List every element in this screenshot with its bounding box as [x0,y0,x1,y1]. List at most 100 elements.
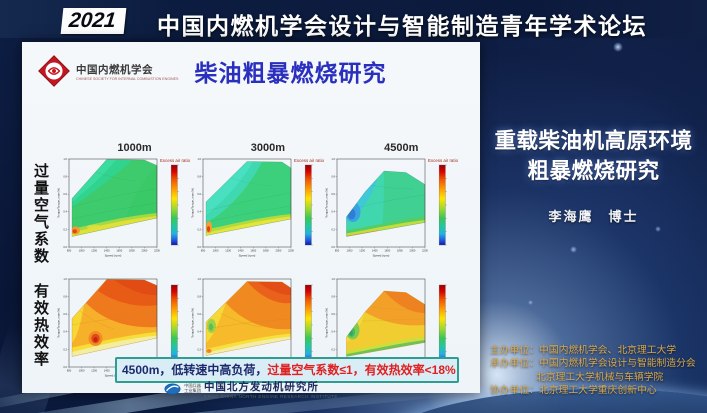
colorbar-gradient [438,164,447,246]
svg-text:1400: 1400 [372,248,378,252]
svg-text:1400: 1400 [104,368,110,372]
organizer-list: 主办单位：中国内燃机学会、北京理工大学 承办单位：中国内燃机学会设计与智能制造分… [490,344,696,398]
glow-dot-decor [655,226,661,232]
contour-plot-ear-1000m: 800 1000 1200 1400 1600 1800 2000 2200 0.0 0.2 0.4… [57,157,161,257]
conclusion-condition: 4500m，低转速中高负荷， [122,363,268,377]
spacer [54,142,80,154]
svg-text:2000: 2000 [142,248,148,252]
svg-text:0.4: 0.4 [197,330,201,334]
svg-text:1200: 1200 [91,248,97,252]
organizer-line: 北京理工大学机械与车辆学院 [536,371,664,383]
svg-text:1000: 1000 [347,248,353,252]
svg-text:0.0: 0.0 [63,245,67,249]
forum-banner: 2021 中国内燃机学会设计与智能制造青年学术论坛 [0,0,707,39]
organizer-line: 主办单位：中国内燃机学会、北京理工大学 [490,345,677,356]
colorbar-ear-3: Excess air ratio [428,155,458,246]
svg-text:0.2: 0.2 [331,227,335,231]
svg-text:0.6: 0.6 [197,192,201,196]
thermal-efficiency-row: 有效热效率 [28,275,480,381]
svg-text:0.2: 0.2 [331,347,335,351]
glow-dot-decor [528,300,533,305]
svg-text:0.4: 0.4 [331,330,335,334]
svg-text:Torque/Torque_max (%): Torque/Torque_max (%) [57,308,61,338]
group-mini-text: 中国兵器 工业集团 [184,383,201,393]
colorbar-bte-2 [298,275,320,366]
svg-text:Speed (rpm): Speed (rpm) [105,253,122,257]
column-title-3000m: 3000m [250,142,286,154]
year-badge: 2021 [60,8,127,34]
svg-text:1000: 1000 [79,368,85,372]
svg-text:1800: 1800 [263,248,269,252]
svg-text:0.4: 0.4 [331,210,335,214]
colorbar-label: Excess air ratio [160,158,191,163]
svg-text:0.2: 0.2 [197,347,201,351]
forum-title: 中国内燃机学会设计与智能制造青年学术论坛 [157,13,647,39]
talk-title: 重载柴油机高原环境 粗暴燃烧研究 [480,126,707,186]
row-label-excess-air-ratio: 过量空气系数 [32,163,49,265]
contour-plot-ear-3000m: 800 1000 1200 1400 1600 1800 2000 2200 0.0 0.2 0.4… [191,157,295,257]
slide-footer: 中国兵器 工业集团 中国北方发动机研究所 CNGC CHINA NORTH EN… [22,379,480,399]
colorbar-ear-2: Excess air ratio [294,155,324,246]
society-brand: 中国内燃机学会 CHINESE SOCIETY FOR INTERNAL COM… [36,53,178,89]
svg-text:0.2: 0.2 [63,347,67,351]
svg-text:2200: 2200 [154,248,160,252]
svg-text:Speed (rpm): Speed (rpm) [373,253,390,257]
svg-text:0.2: 0.2 [197,227,201,231]
svg-text:1600: 1600 [384,248,390,252]
glow-dot-decor [570,246,577,253]
svg-text:1800: 1800 [397,248,403,252]
svg-text:1400: 1400 [104,248,110,252]
svg-text:0.6: 0.6 [63,312,67,316]
glow-dot-decor [613,42,623,52]
svg-text:Torque/Torque_max (%): Torque/Torque_max (%) [191,188,195,218]
svg-text:1600: 1600 [116,248,122,252]
svg-text:0.4: 0.4 [63,330,67,334]
right-panel: 重载柴油机高原环境 粗暴燃烧研究 李海鹰 博士 主办单位：中国内燃机学会、北京理… [480,38,707,413]
contour-plot-bte-1000m: 80010001200140016001800200022000.00.20.4… [57,277,161,377]
row-label-thermal-efficiency: 有效热效率 [32,283,49,368]
svg-text:1.0: 1.0 [331,157,335,161]
institute-name-en: CNGC CHINA NORTH ENGINE RESEARCH INSTITU… [203,394,338,399]
svg-text:0.2: 0.2 [63,227,67,231]
slide-header: 中国内燃机学会 CHINESE SOCIETY FOR INTERNAL COM… [22,48,480,94]
svg-text:800: 800 [201,248,206,252]
colorbar-bte-3 [432,275,454,366]
presenter-name: 李海鹰 博士 [548,209,639,224]
institute-name-cn: 中国北方发动机研究所 [203,381,319,393]
svg-text:800: 800 [67,368,72,372]
svg-text:1000: 1000 [79,248,85,252]
contour-plot-bte-4500m: 80010001200140016001800200022000.00.20.4… [325,277,429,377]
svg-text:0.8: 0.8 [63,175,67,179]
svg-text:0.8: 0.8 [63,295,67,299]
excess-air-ratio-row: 过量空气系数 [28,155,480,265]
conclusion-box: 4500m，低转速中高负荷，过量空气系数≤1，有效热效率<18% [115,357,459,383]
svg-text:1.0: 1.0 [197,157,201,161]
svg-text:2200: 2200 [288,248,294,252]
colorbar-gradient [304,164,313,246]
presentation-slide: 中国内燃机学会 CHINESE SOCIETY FOR INTERNAL COM… [22,42,480,399]
svg-text:1400: 1400 [238,248,244,252]
csice-logo-icon [38,55,70,87]
globe-icon [164,383,181,395]
svg-text:Torque/Torque_max (%): Torque/Torque_max (%) [191,308,195,338]
svg-text:1.0: 1.0 [197,277,201,281]
svg-text:0.8: 0.8 [331,295,335,299]
svg-text:2000: 2000 [410,248,416,252]
svg-text:1.0: 1.0 [63,157,67,161]
talk-title-line2: 粗暴燃烧研究 [527,159,660,184]
svg-text:0.8: 0.8 [197,295,201,299]
conclusion-highlight: 过量空气系数≤1，有效热效率<18% [267,363,456,377]
colorbar-ear-1: Excess air ratio [160,155,190,246]
column-title-1000m: 1000m [117,142,152,154]
svg-text:0.6: 0.6 [197,312,201,316]
talk-title-line1: 重载柴油机高原环境 [494,129,693,153]
colorbar-label: Excess air ratio [294,158,325,163]
colorbar-bte-1 [164,275,186,366]
svg-text:0.6: 0.6 [331,312,335,316]
svg-text:Torque/Torque_max (%): Torque/Torque_max (%) [57,188,61,218]
svg-text:Torque/Torque_max (%): Torque/Torque_max (%) [325,188,329,218]
charts-area: 1000m 3000m 4500m 过量空气系数 [28,142,480,381]
slide-title: 柴油粗暴燃烧研究 [194,60,387,86]
organizer-line: 承办单位：中国内燃机学会设计与智能制造分会 [490,358,696,370]
society-name-en: CHINESE SOCIETY FOR INTERNAL COMBUSTION … [76,76,179,81]
